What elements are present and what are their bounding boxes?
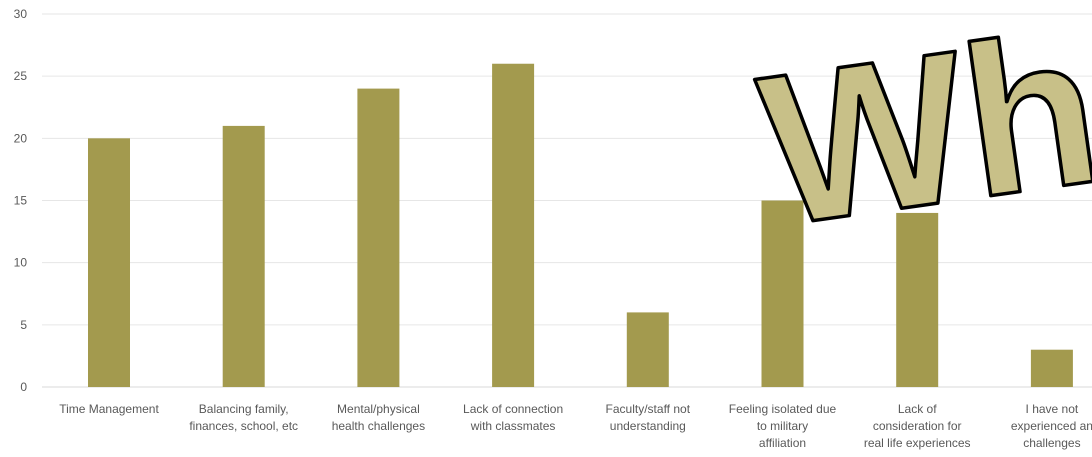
x-category-label-line: understanding [610,419,686,433]
x-category-label-line: to military [757,419,808,433]
y-tick-label: 25 [14,69,28,83]
x-category-label-line: Feeling isolated due [729,402,837,416]
wordart-title-fragment: Wh [748,0,1092,272]
y-tick-label: 30 [14,7,28,21]
x-category-label-line: Mental/physical [337,402,420,416]
x-category-label: I have not experienced an challenges [1011,402,1092,450]
bar [896,212,939,387]
wordart-overlay: Wh [746,0,1092,273]
y-tick-label: 20 [14,131,28,145]
x-category-label-line: experienced an [1011,419,1092,433]
x-category-label: Mental/physical health challenges [332,402,425,433]
y-tick-label: 5 [20,318,27,332]
x-axis-category-labels: Time Management Balancing family, finances… [59,402,1092,450]
y-tick-label: 15 [14,194,28,208]
y-axis-tick-labels: 0 5 10 15 20 25 30 [14,7,28,394]
bar [1030,349,1073,387]
x-category-label-line: Faculty/staff not [606,402,691,416]
x-category-label: Lack of consideration for real life experi… [864,402,971,450]
y-tick-label: 10 [14,256,28,270]
x-category-label-line: Lack of connection [463,402,563,416]
gridlines [42,13,1092,388]
x-category-label: Time Management [59,402,159,416]
bar [492,63,535,387]
x-category-label-line: challenges [1023,436,1080,450]
bar [761,200,804,387]
bar [222,125,265,388]
y-tick-label: 0 [20,380,27,394]
x-category-label-line: I have not [1026,402,1079,416]
x-category-label: Faculty/staff not understanding [606,402,691,433]
x-category-label-line: affiliation [759,436,806,450]
x-category-label: Lack of connection with classmates [463,402,563,433]
x-category-label-line: health challenges [332,419,425,433]
bar [357,88,400,387]
x-category-label-line: real life experiences [864,436,971,450]
bar [88,138,130,387]
x-category-label-line: Time Management [59,402,159,416]
x-category-label-line: finances, school, etc [189,419,298,433]
x-category-label-line: with classmates [470,419,556,433]
x-category-label: Feeling isolated due to military affiliati… [729,402,837,450]
bars [88,63,1073,388]
x-category-label: Balancing family, finances, school, etc [189,402,298,433]
x-category-label-line: Lack of [898,402,937,416]
x-category-label-line: consideration for [873,419,962,433]
x-category-label-line: Balancing family, [199,402,289,416]
bar [626,312,669,387]
